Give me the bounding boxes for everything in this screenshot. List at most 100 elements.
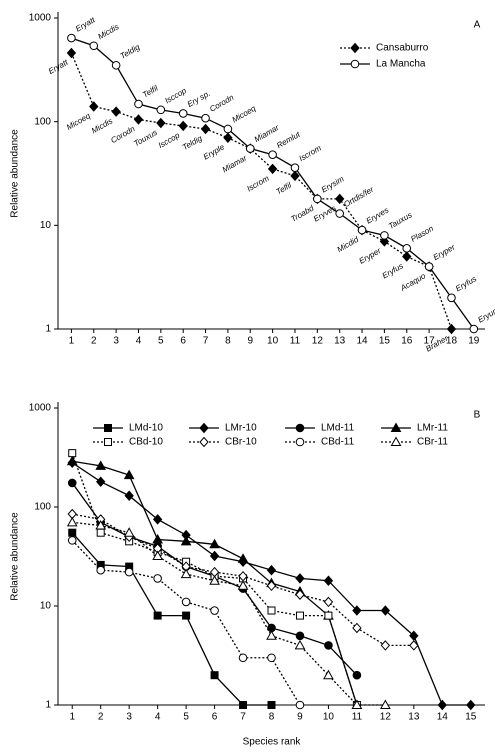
marker bbox=[209, 575, 220, 585]
marker bbox=[201, 113, 210, 123]
marker bbox=[238, 653, 248, 663]
marker bbox=[123, 469, 135, 480]
point-label: Teldig bbox=[119, 42, 142, 61]
marker bbox=[68, 528, 77, 537]
x-tick-label: 10 bbox=[323, 712, 335, 723]
marker bbox=[447, 293, 456, 303]
marker bbox=[89, 101, 99, 112]
x-tick-label: 3 bbox=[113, 336, 119, 347]
point-label: Eryper bbox=[358, 246, 383, 266]
legend-label: CBd-11 bbox=[321, 437, 355, 448]
x-tick-label: 5 bbox=[183, 712, 189, 723]
marker bbox=[237, 553, 249, 563]
x-tick-label: 2 bbox=[91, 336, 97, 347]
marker bbox=[380, 605, 391, 616]
marker bbox=[156, 117, 166, 129]
marker bbox=[210, 606, 219, 615]
marker bbox=[180, 568, 192, 579]
x-tick-label: 5 bbox=[158, 336, 164, 347]
x-tick-label: 7 bbox=[203, 336, 209, 347]
x-tick-label: 13 bbox=[334, 336, 346, 347]
point-label: Plason bbox=[409, 224, 435, 244]
marker bbox=[153, 574, 162, 583]
marker bbox=[156, 105, 166, 115]
marker bbox=[111, 106, 121, 117]
marker bbox=[96, 476, 106, 487]
marker bbox=[466, 699, 476, 711]
marker bbox=[290, 170, 300, 182]
marker bbox=[96, 565, 105, 575]
y-tick-label: 1000 bbox=[29, 13, 52, 24]
marker bbox=[180, 535, 192, 546]
legend-label: LMr-10 bbox=[225, 423, 257, 434]
marker bbox=[104, 438, 112, 446]
point-label: Micoeq bbox=[65, 111, 92, 132]
y-tick-label: 10 bbox=[40, 220, 52, 231]
x-tick-label: 14 bbox=[356, 336, 368, 347]
y-tick-label: 1 bbox=[45, 700, 51, 711]
point-label: Eryper bbox=[432, 242, 457, 262]
marker bbox=[380, 699, 391, 709]
y-axis-label: Relative abundance bbox=[10, 512, 21, 601]
x-axis-label: Species rank bbox=[243, 737, 302, 748]
marker bbox=[152, 533, 163, 544]
marker bbox=[390, 422, 402, 432]
marker bbox=[335, 209, 344, 218]
marker bbox=[123, 527, 135, 537]
marker bbox=[352, 605, 362, 616]
marker bbox=[424, 262, 434, 271]
x-tick-label: 11 bbox=[352, 712, 363, 723]
marker bbox=[295, 700, 305, 710]
x-tick-label: 1 bbox=[69, 712, 75, 723]
point-label: Micdis bbox=[90, 116, 114, 135]
marker bbox=[352, 670, 362, 680]
marker bbox=[245, 144, 255, 153]
marker bbox=[268, 150, 277, 160]
point-label: Tauxus bbox=[387, 210, 414, 231]
point-label: Acaquo bbox=[398, 271, 427, 293]
point-label: Eryatt bbox=[74, 15, 97, 34]
point-label: Isccop bbox=[157, 130, 182, 150]
marker bbox=[66, 516, 78, 527]
marker bbox=[134, 99, 143, 109]
legend-label: LMd-10 bbox=[129, 423, 163, 434]
x-tick-label: 1 bbox=[69, 336, 75, 347]
x-tick-label: 16 bbox=[401, 336, 413, 347]
marker bbox=[323, 596, 334, 608]
x-tick-label: 7 bbox=[240, 712, 246, 723]
x-tick-label: 9 bbox=[297, 712, 303, 723]
marker bbox=[178, 109, 188, 118]
x-tick-label: 8 bbox=[225, 336, 231, 347]
x-tick-label: 15 bbox=[465, 712, 477, 723]
point-label: Eryfus bbox=[454, 274, 478, 293]
point-label: Eryves bbox=[312, 204, 338, 224]
marker bbox=[153, 611, 162, 620]
point-label: Remlut bbox=[275, 129, 302, 150]
x-tick-label: 6 bbox=[212, 712, 218, 723]
marker bbox=[290, 163, 300, 172]
point-label: Corodn bbox=[208, 93, 236, 114]
marker bbox=[104, 424, 112, 432]
x-tick-label: 12 bbox=[312, 336, 324, 347]
legend-label: CBd-10 bbox=[129, 437, 163, 448]
marker bbox=[66, 47, 77, 59]
point-label: Miamar bbox=[221, 153, 249, 174]
marker bbox=[111, 60, 121, 70]
legend-label: La Mancha bbox=[376, 59, 426, 70]
marker bbox=[350, 42, 360, 54]
legend-label: CBr-11 bbox=[417, 437, 448, 448]
marker bbox=[209, 550, 220, 562]
x-tick-label: 2 bbox=[98, 712, 104, 723]
legend-label: CBr-10 bbox=[225, 437, 257, 448]
marker bbox=[324, 611, 333, 620]
point-label: Eryumb bbox=[476, 303, 495, 325]
x-tick-label: 13 bbox=[408, 712, 420, 723]
marker bbox=[295, 589, 305, 600]
marker bbox=[209, 538, 220, 549]
point-label: Erysim bbox=[320, 174, 346, 194]
marker bbox=[133, 114, 144, 125]
point-label: Isccop bbox=[163, 86, 188, 106]
marker bbox=[402, 244, 412, 253]
marker bbox=[446, 323, 457, 335]
